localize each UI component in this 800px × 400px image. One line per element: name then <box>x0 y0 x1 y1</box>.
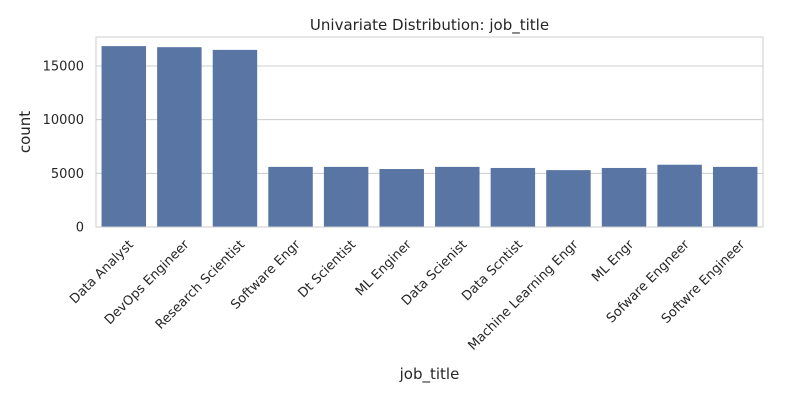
bar <box>435 166 480 227</box>
bar <box>379 169 424 227</box>
chart-title: Univariate Distribution: job_title <box>310 16 549 35</box>
y-axis-label: count <box>16 111 34 153</box>
bar <box>268 166 313 227</box>
x-axis-label: job_title <box>399 365 460 384</box>
bar <box>712 166 758 227</box>
plot-frame <box>95 36 764 228</box>
bar <box>323 166 369 227</box>
bars <box>101 46 758 228</box>
bar <box>101 46 147 227</box>
y-tick-label: 5000 <box>51 167 84 182</box>
bar <box>490 167 536 227</box>
y-tick-label: 15000 <box>43 59 84 74</box>
bar <box>157 47 202 227</box>
y-tick-labels: 0 5000 10000 15000 <box>43 59 84 235</box>
y-tick-label: 0 <box>76 221 84 236</box>
bar <box>601 167 647 227</box>
y-tick-label: 10000 <box>43 113 84 128</box>
bar <box>212 49 258 228</box>
bar <box>546 170 591 227</box>
bar <box>657 164 702 227</box>
